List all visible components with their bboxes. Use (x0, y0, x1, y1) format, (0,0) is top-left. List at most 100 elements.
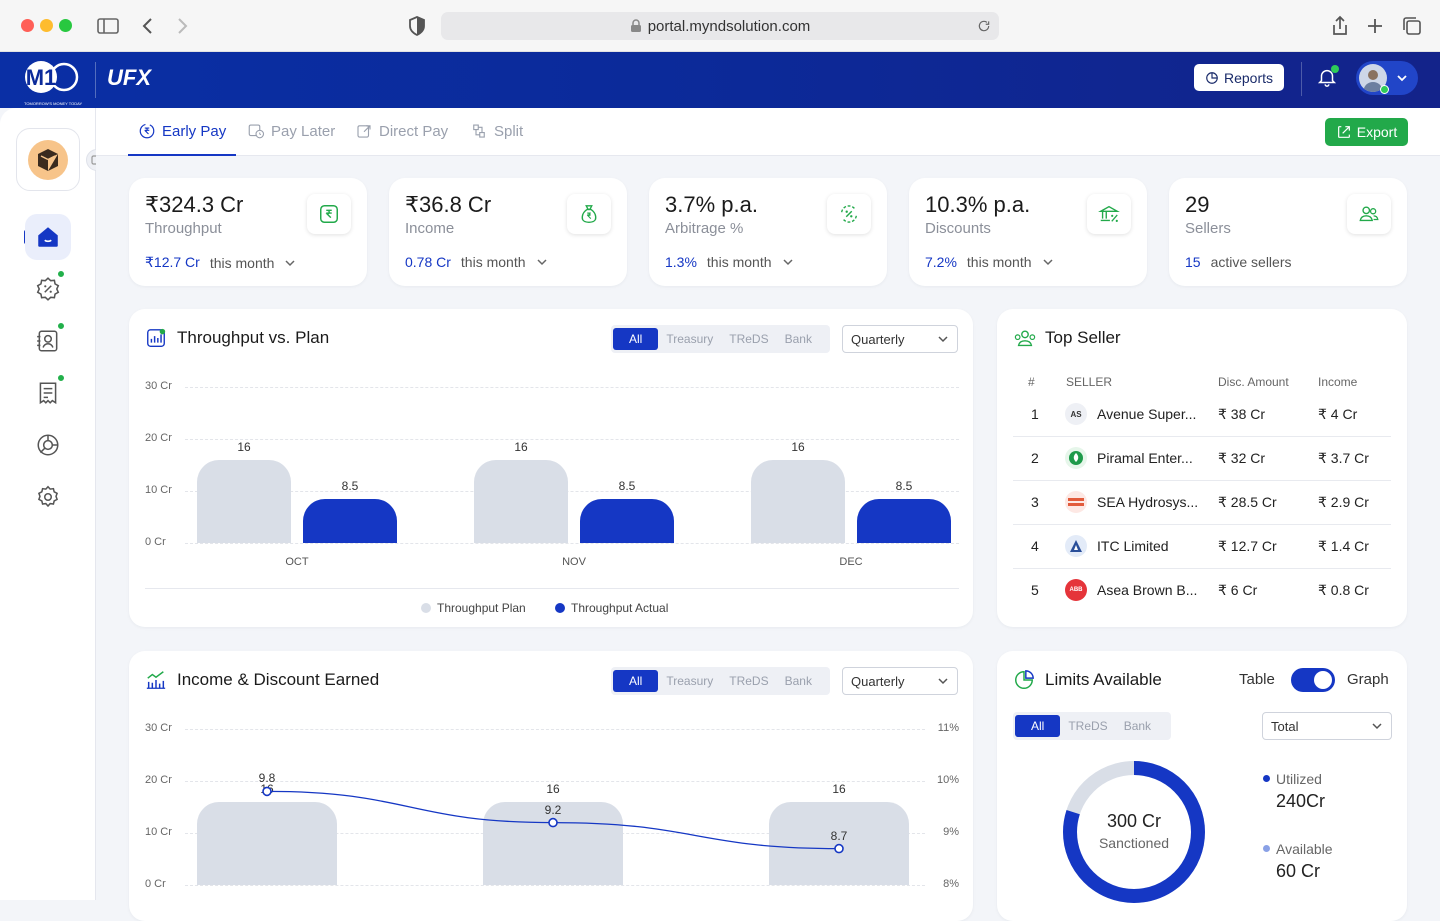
y-tick-label: 0 Cr (145, 878, 166, 890)
forward-icon[interactable] (170, 14, 194, 38)
segment-treasury[interactable]: Treasury (666, 674, 714, 688)
y2-tick-label: 9% (943, 826, 959, 838)
segment-all[interactable]: All (613, 670, 659, 692)
tab-pay-later[interactable]: Pay Later (247, 122, 335, 140)
legend-label: Throughput Actual (571, 601, 669, 615)
bar-chart-icon (147, 328, 166, 347)
limits-donut (1063, 761, 1205, 903)
back-icon[interactable] (136, 14, 160, 38)
notification-dot (1331, 65, 1339, 73)
tab-label: Direct Pay (379, 122, 449, 140)
table-row[interactable]: 1 AS Avenue Super... ₹ 38 Cr ₹ 4 Cr (1013, 393, 1391, 437)
close-window-button[interactable] (21, 19, 34, 32)
tab-split[interactable]: Split (470, 122, 523, 140)
shield-icon[interactable] (405, 14, 429, 38)
clock-money-icon (248, 124, 265, 139)
rupee-circle-icon (139, 123, 155, 139)
segment-bank[interactable]: Bank (784, 332, 812, 346)
pie-chart-icon (37, 434, 59, 456)
nav-discounts[interactable] (25, 266, 71, 312)
pie-chart-icon (1015, 670, 1034, 689)
gridline (185, 491, 959, 492)
kpi-footer[interactable]: ₹12.7 Cr this month (145, 254, 296, 271)
nav-settings[interactable] (25, 474, 71, 520)
zoom-window-button[interactable] (59, 19, 72, 32)
data-label: 8.5 (895, 478, 913, 493)
segment-treds[interactable]: TReDS (729, 674, 769, 688)
nav-home[interactable] (25, 214, 71, 260)
line-data-label: 9.2 (544, 802, 562, 817)
chevron-down-icon (1042, 259, 1053, 266)
table-row[interactable]: 2 Piramal Enter... ₹ 32 Cr ₹ 3.7 Cr (1013, 437, 1391, 481)
col-seller: SELLER (1066, 375, 1113, 389)
kpi-foot-text: this month (460, 254, 526, 270)
kpi-footer[interactable]: 1.3% this month (665, 254, 794, 270)
period-select[interactable]: Quarterly (842, 325, 958, 353)
segment-treds[interactable]: TReDS (1068, 719, 1108, 733)
income: ₹ 1.4 Cr (1318, 538, 1369, 554)
discount-point (262, 786, 272, 797)
y-tick-label: 20 Cr (145, 774, 172, 786)
reload-icon[interactable] (977, 19, 991, 33)
address-bar[interactable]: portal.myndsolution.com (441, 12, 999, 40)
chevron-down-icon (782, 259, 793, 266)
reports-button[interactable]: Reports (1194, 64, 1284, 91)
sidebar-toggle-icon[interactable] (96, 14, 120, 38)
data-label: 8.5 (618, 478, 636, 493)
segment-all[interactable]: All (613, 328, 659, 350)
company-logo[interactable] (16, 128, 80, 191)
discount-line-layer (262, 786, 844, 854)
tabs-overview-icon[interactable] (1400, 14, 1424, 38)
minimize-window-button[interactable] (40, 19, 53, 32)
kpi-footer[interactable]: 0.78 Cr this month (405, 254, 548, 270)
table-row[interactable]: 5 ABB Asea Brown B... ₹ 6 Cr ₹ 0.8 Cr (1013, 569, 1391, 613)
y-tick-label: 30 Cr (145, 380, 172, 392)
share-icon[interactable] (1328, 14, 1352, 38)
legend-label: Throughput Plan (437, 601, 526, 615)
payment-tabs: Early Pay Pay Later Direct Pay Split Exp… (96, 108, 1440, 156)
utilized-label: Utilized (1276, 771, 1322, 787)
notification-bell-icon[interactable] (1316, 65, 1340, 90)
legend-divider (145, 588, 959, 589)
kpi-foot-value: 0.78 Cr (405, 254, 451, 270)
profile-menu[interactable] (1356, 61, 1418, 95)
kpi-foot-value: ₹12.7 Cr (145, 254, 200, 270)
table-row[interactable]: 4 ITC Limited ₹ 12.7 Cr ₹ 1.4 Cr (1013, 525, 1391, 569)
m1-logo[interactable]: M1 TOMORROW'S MONEY TODAY (22, 58, 82, 106)
seller-name: Avenue Super... (1097, 406, 1197, 422)
nav-invoices[interactable] (25, 370, 71, 416)
toggle-graph-label[interactable]: Graph (1347, 671, 1389, 688)
ufx-logo[interactable]: UFX (107, 65, 151, 90)
tab-early-pay[interactable]: Early Pay (138, 122, 226, 140)
bar-throughput-actual (303, 498, 397, 543)
segment-treasury[interactable]: Treasury (666, 332, 714, 346)
legend-plan: Throughput Plan (421, 601, 526, 615)
bar-throughput-plan (197, 459, 291, 543)
y-tick-label: 20 Cr (145, 432, 172, 444)
nav-sellers[interactable] (25, 318, 71, 364)
users-icon (1347, 194, 1391, 234)
new-tab-icon[interactable] (1363, 14, 1387, 38)
contact-card-icon (37, 330, 58, 352)
limits-type-select[interactable]: Total (1262, 712, 1392, 740)
segment-bank[interactable]: Bank (1123, 719, 1152, 733)
period-select[interactable]: Quarterly (842, 667, 958, 695)
tab-direct-pay[interactable]: Direct Pay (355, 122, 448, 140)
home-icon (38, 227, 58, 247)
export-button[interactable]: Export (1325, 118, 1408, 146)
col-rank: # (1028, 375, 1035, 389)
segment-all[interactable]: All (1015, 715, 1061, 737)
app-header: M1 TOMORROW'S MONEY TODAY UFX Reports (0, 52, 1440, 108)
bar-throughput-actual (580, 498, 674, 543)
table-graph-toggle[interactable] (1291, 668, 1335, 692)
kpi-footer[interactable]: 7.2% this month (925, 254, 1054, 270)
table-row[interactable]: 3 SEA Hydrosys... ₹ 28.5 Cr ₹ 2.9 Cr (1013, 481, 1391, 525)
direct-pay-icon (357, 125, 371, 138)
y2-tick-label: 8% (943, 878, 959, 890)
data-label: 8.5 (341, 478, 359, 493)
segment-bank[interactable]: Bank (784, 674, 812, 688)
segment-treds[interactable]: TReDS (729, 332, 769, 346)
toggle-table-label[interactable]: Table (1239, 671, 1275, 688)
kpi-label: Sellers (1185, 220, 1231, 237)
nav-analytics[interactable] (25, 422, 71, 468)
